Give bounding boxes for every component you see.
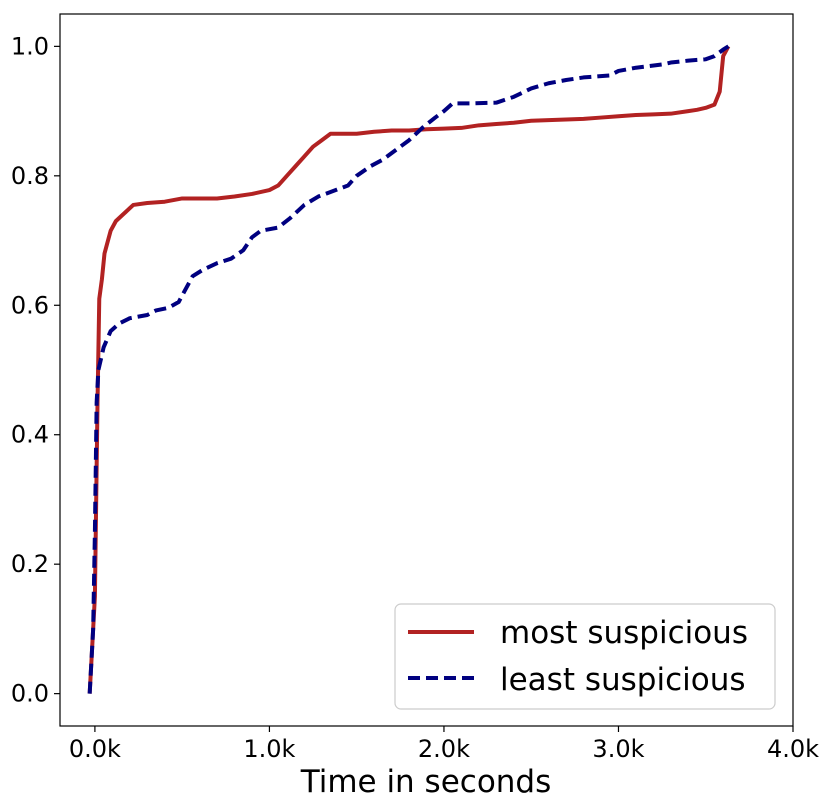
x-tick-label: 0.0k — [69, 735, 121, 763]
x-tick-label: 4.0k — [767, 735, 819, 763]
x-axis-label: Time in seconds — [300, 764, 552, 800]
y-tick-label: 0.4 — [11, 421, 49, 449]
y-tick-label: 0.0 — [11, 680, 49, 708]
y-tick-label: 0.8 — [11, 162, 49, 190]
series-line-least-suspicious — [87, 44, 730, 694]
y-tick-label: 0.6 — [11, 291, 49, 319]
legend-label-least-suspicious: least suspicious — [500, 662, 746, 698]
axis-ticks: 0.0k 1.0k 2.0k 3.0k 4.0k 0.0 0.2 0.4 0.6 0.8 1.0 — [11, 32, 819, 763]
series-line-most-suspicious — [87, 45, 731, 694]
y-tick-label: 1.0 — [11, 32, 49, 60]
x-tick-label: 3.0k — [592, 735, 644, 763]
series-layer — [87, 44, 731, 694]
legend-label-most-suspicious: most suspicious — [500, 615, 748, 651]
x-tick-label: 1.0k — [243, 735, 295, 763]
legend-box — [394, 603, 776, 710]
legend: most suspicious least suspicious — [394, 603, 776, 710]
y-tick-label: 0.2 — [11, 550, 49, 578]
x-tick-label: 2.0k — [418, 735, 470, 763]
